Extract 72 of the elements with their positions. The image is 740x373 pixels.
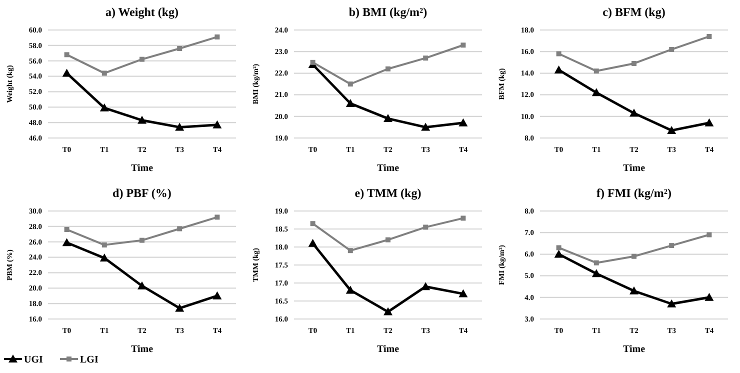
legend-label: UGI [24, 354, 43, 365]
point [423, 56, 428, 61]
point [554, 65, 564, 74]
legend-label: LGI [80, 354, 98, 365]
point [62, 68, 72, 77]
point [348, 248, 353, 253]
point [175, 122, 184, 131]
point [384, 306, 392, 315]
point [102, 70, 107, 76]
point [594, 260, 599, 265]
point [138, 280, 146, 289]
point [212, 290, 222, 299]
point [632, 253, 636, 258]
chart-title: c) BFM (kg) [602, 5, 666, 19]
point [346, 98, 355, 107]
point [140, 237, 144, 242]
x-axis-title: Time [376, 344, 400, 354]
x-axis-title: Time [130, 344, 154, 354]
point [630, 286, 638, 294]
point [632, 60, 636, 66]
point [704, 292, 714, 300]
point [706, 232, 712, 237]
point [212, 120, 222, 128]
point [214, 34, 220, 40]
point [348, 82, 353, 86]
point [669, 242, 674, 248]
point [310, 220, 316, 226]
point [669, 46, 674, 52]
point [64, 52, 70, 58]
x-axis-title: Time [376, 163, 400, 174]
point [421, 122, 430, 131]
chart-title: a) Weight (kg) [105, 5, 179, 19]
point [630, 108, 638, 117]
point [421, 282, 430, 290]
point [554, 249, 564, 258]
point [177, 226, 182, 231]
point [423, 224, 428, 230]
chart-title: b) BMI (kg/m²) [348, 5, 428, 19]
x-axis-title: Time [130, 163, 154, 174]
point [460, 42, 466, 48]
point [706, 34, 712, 39]
point [460, 215, 466, 220]
point [177, 46, 182, 52]
point [346, 285, 355, 294]
point [667, 298, 676, 307]
point [64, 226, 70, 232]
point [175, 303, 184, 312]
point [386, 66, 390, 72]
point [102, 242, 107, 247]
point [308, 238, 318, 246]
point [386, 236, 390, 242]
point [594, 68, 599, 74]
x-axis-title: Time [622, 163, 646, 174]
point [214, 214, 220, 220]
point [140, 56, 144, 62]
chart-title: f) FMI (kg/m²) [596, 186, 672, 200]
point [458, 288, 468, 297]
point [704, 118, 714, 126]
chart-title: d) PBF (%) [112, 186, 172, 200]
point [556, 51, 562, 56]
point [138, 116, 146, 124]
point [592, 268, 601, 277]
x-axis-title: Time [622, 344, 646, 354]
point [62, 238, 72, 246]
chart-title: e) TMM (kg) [354, 186, 422, 200]
point [310, 60, 316, 65]
point [384, 114, 392, 122]
point [556, 244, 562, 250]
point [100, 103, 109, 112]
point [667, 126, 676, 134]
point [458, 118, 468, 126]
point [592, 88, 601, 96]
